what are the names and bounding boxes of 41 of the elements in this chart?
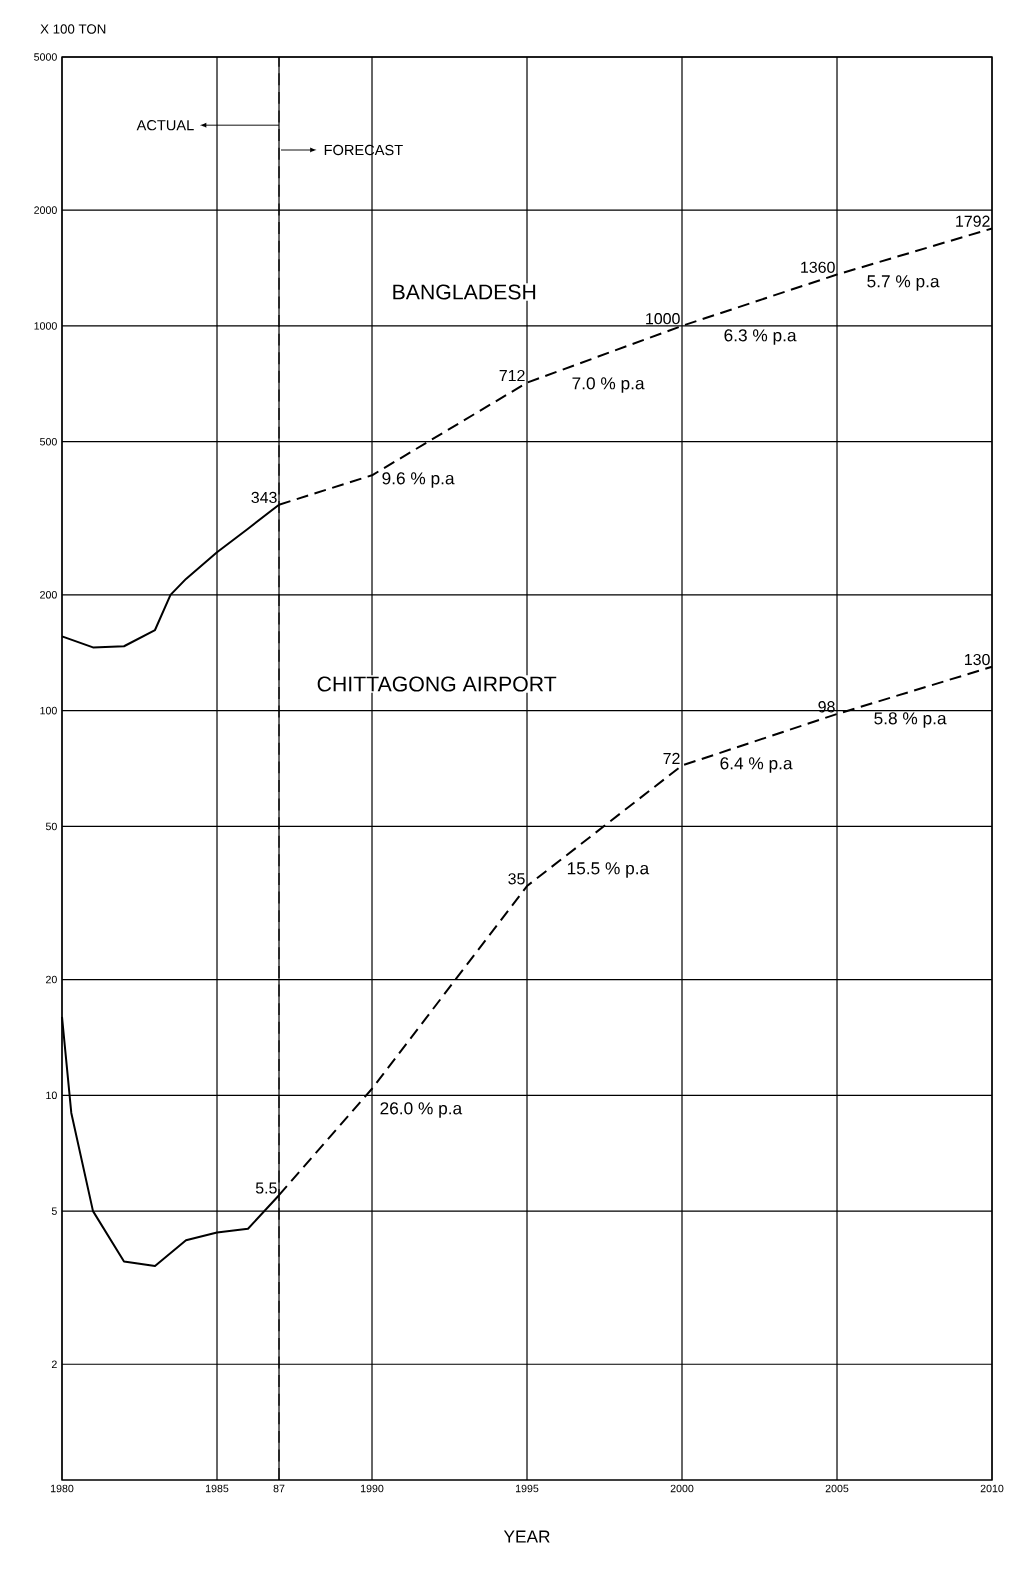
y-tick-label: 2 (51, 1360, 57, 1368)
x-axis-title: YEAR (503, 1530, 550, 1543)
data-label: 72 (663, 752, 680, 764)
y-tick-label: 200 (40, 591, 57, 599)
y-tick-label: 5 (51, 1207, 57, 1215)
x-tick-label: 2000 (670, 1484, 694, 1493)
y-tick-label: 2000 (34, 206, 57, 214)
data-label: 130 (965, 653, 990, 666)
y-tick-label: 20 (46, 975, 57, 984)
y-tick-label: 10 (46, 1091, 57, 1100)
annotation: 5.7 % p.a (867, 275, 940, 291)
data-label: 1360 (801, 261, 835, 273)
y-tick-label: 50 (45, 822, 57, 831)
annotation: 9.6 % p.a (382, 472, 455, 488)
annotation: 15.5 % p.a (567, 862, 650, 878)
data-label: 1000 (646, 313, 680, 325)
annotation: BANGLADESH (393, 284, 536, 300)
y-tick-label: 1000 (34, 322, 57, 330)
x-tick-label: 2010 (980, 1484, 1004, 1493)
annotation: ACTUAL (136, 120, 194, 131)
y-axis-title: X 100 TON (40, 24, 106, 34)
x-tick-label: 87 (273, 1484, 285, 1493)
annotation: 5.8 % p.a (874, 712, 947, 728)
annotation: CHITTAGONG AIRPORT (317, 676, 557, 692)
annotation: 26.0 % p.a (380, 1102, 463, 1118)
annotation: 7.0 % p.a (572, 377, 645, 393)
data-label: 5.5 (255, 1182, 277, 1194)
annotation: 6.4 % p.a (720, 757, 793, 773)
x-tick-label: 1985 (205, 1484, 229, 1493)
data-label: 712 (499, 369, 525, 382)
x-tick-label: 2005 (825, 1484, 849, 1493)
x-tick-label: 1990 (361, 1484, 384, 1493)
data-label: 35 (508, 873, 525, 885)
data-label: 1792 (956, 215, 990, 227)
annotation: 6.3 % p.a (724, 329, 797, 345)
y-tick-label: 500 (39, 437, 57, 446)
y-tick-label: 5000 (34, 53, 57, 61)
x-tick-label: 1980 (50, 1484, 74, 1493)
data-label: 343 (251, 491, 277, 504)
y-tick-label: 100 (40, 706, 57, 715)
x-tick-label: 1995 (516, 1484, 539, 1493)
